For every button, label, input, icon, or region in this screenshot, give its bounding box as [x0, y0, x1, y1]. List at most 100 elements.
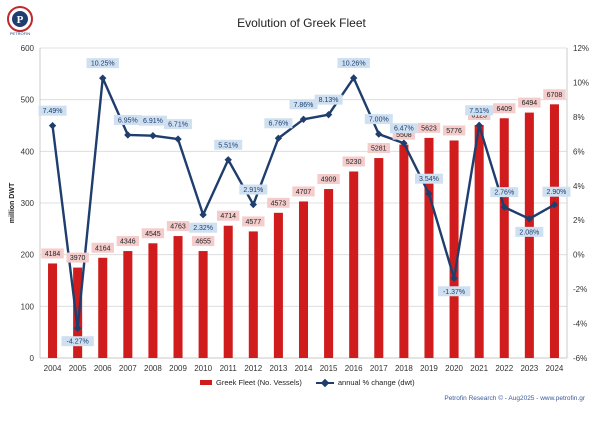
legend-bar-swatch [200, 380, 212, 385]
legend-line-swatch [315, 381, 334, 384]
y-tick-label: 100 [21, 302, 35, 311]
change-marker [224, 156, 232, 164]
change-label-box [113, 114, 142, 125]
bar [73, 267, 83, 358]
change-label-box [86, 58, 119, 69]
x-tick-label: 2012 [244, 364, 262, 373]
y-axis-title: million DWT [9, 182, 16, 223]
bar-label-box [91, 242, 114, 253]
bar-data-label: 4763 [170, 224, 186, 231]
change-label-box [364, 114, 393, 125]
change-label-box [264, 118, 293, 129]
x-tick-label: 2021 [470, 364, 488, 373]
x-tick-label: 2004 [44, 364, 62, 373]
change-label-box [414, 173, 443, 184]
bar-label-box [367, 143, 390, 154]
bar [248, 231, 258, 358]
change-label-box [214, 139, 243, 150]
change-marker [48, 121, 57, 130]
x-tick-label: 2020 [445, 364, 463, 373]
change-label-box [189, 222, 218, 233]
bar [173, 236, 183, 358]
change-data-label: 5.51% [218, 142, 238, 149]
change-marker [149, 131, 157, 140]
bar-label-box [292, 186, 315, 197]
x-tick-label: 2022 [495, 364, 513, 373]
bar-data-label: 6409 [496, 106, 512, 113]
change-data-label: 10.26% [342, 60, 366, 67]
bar [499, 118, 509, 359]
bar-data-label: 5508 [396, 132, 412, 139]
change-label-box [490, 187, 519, 198]
legend-line-label: annual % change (dwt) [337, 378, 415, 387]
change-data-label: 10.25% [91, 61, 115, 68]
y2-tick-label: 12% [573, 44, 589, 53]
y2-tick-label: 10% [573, 78, 589, 87]
bar-label-box [41, 248, 64, 259]
bar-data-label: 6123 [471, 112, 487, 119]
change-data-label: 7.51% [469, 108, 489, 115]
petrofin-logo: P PETROFIN [6, 6, 34, 36]
bar [449, 140, 459, 358]
bar-label-box [166, 221, 190, 232]
bar-label-box [217, 210, 240, 221]
bar-data-label: 4909 [321, 177, 337, 184]
x-tick-label: 2008 [144, 364, 162, 373]
change-data-label: 6.76% [268, 121, 288, 128]
change-label-box [515, 226, 544, 237]
change-marker [199, 211, 207, 219]
bar-label-box [442, 125, 466, 136]
change-data-label: 7.86% [294, 102, 314, 109]
bar [374, 158, 384, 358]
source-footer: Petrofin Research © - Aug2025 - www.petr… [444, 395, 585, 402]
bar-data-label: 6494 [522, 100, 538, 107]
change-data-label: 2.76% [494, 190, 514, 197]
change-marker [124, 131, 132, 139]
x-tick-label: 2023 [520, 364, 538, 373]
x-tick-label: 2014 [295, 364, 313, 373]
bar-data-label: 4573 [271, 200, 287, 207]
change-marker [550, 201, 559, 209]
bar-data-label: 4164 [95, 245, 111, 252]
x-tick-label: 2005 [69, 364, 87, 373]
chart-title: Evolution of Greek Fleet [237, 16, 366, 30]
change-data-label: 3.54% [419, 176, 439, 183]
change-label-box [38, 105, 67, 116]
bar [273, 212, 283, 358]
x-tick-label: 2019 [420, 364, 438, 373]
y2-tick-label: 2% [573, 216, 585, 225]
change-label-box [289, 99, 318, 110]
bar-label-box [342, 156, 365, 167]
x-tick-label: 2013 [270, 364, 288, 373]
logo-ring-text: PETROFIN [10, 31, 30, 36]
bar [298, 201, 309, 358]
change-data-label: 7.00% [369, 117, 389, 124]
change-data-label: 6.95% [118, 117, 138, 124]
bar [324, 189, 334, 358]
bar [198, 251, 208, 358]
change-marker [249, 200, 257, 209]
y2-tick-label: 6% [573, 147, 585, 156]
bar-label-box [417, 122, 441, 133]
x-tick-label: 2006 [94, 364, 112, 373]
change-marker [400, 139, 408, 147]
bar-label-box [141, 228, 165, 239]
change-marker [350, 74, 358, 82]
change-marker [375, 130, 383, 138]
bar-data-label: 3970 [70, 255, 86, 262]
bar [223, 225, 233, 358]
y-tick-label: 200 [21, 251, 35, 260]
bar-data-label: 5776 [446, 128, 462, 135]
change-data-label: 8.13% [319, 97, 339, 104]
change-label-box [389, 123, 418, 134]
logo-letter: P [17, 14, 24, 26]
change-marker [299, 115, 308, 123]
y2-tick-label: -4% [573, 320, 587, 329]
legend-bar-label: Greek Fleet (No. Vessels) [216, 378, 302, 387]
x-tick-label: 2016 [345, 364, 363, 373]
bar [549, 104, 559, 358]
bar-label-box [66, 252, 89, 263]
bar [48, 263, 58, 358]
change-data-label: 2.90% [547, 189, 567, 196]
